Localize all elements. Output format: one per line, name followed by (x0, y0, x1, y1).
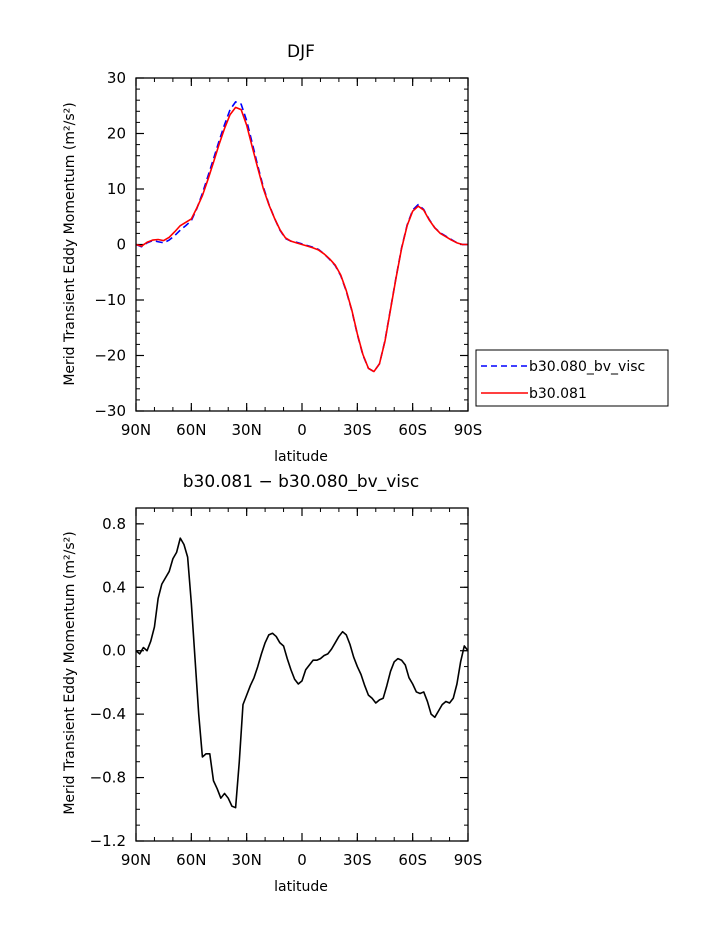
bottom-x-axis-label: latitude (274, 879, 328, 895)
y-tick-label: 0 (116, 236, 126, 254)
y-tick-label: −20 (94, 347, 126, 365)
series-line-b30-080-bv-visc (135, 101, 468, 373)
y-tick-label: 0.8 (102, 515, 126, 533)
top-chart-panel: DJF 90N 60N 30N 0 30S 60S 90S 30 20 10 0 −10 −20 −30… (62, 42, 669, 465)
y-tick-label: 0.4 (102, 578, 126, 596)
y-tick-label: −1.2 (90, 832, 126, 850)
x-tick-label: 30S (343, 421, 372, 439)
x-tick-label: 90S (454, 851, 483, 869)
legend: b30.080_bv_visc b30.081 (475, 349, 669, 407)
x-tick-label: 60N (176, 421, 206, 439)
y-tick-label: 10 (107, 180, 126, 198)
bottom-chart-title: b30.081 − b30.080_bv_visc (183, 472, 419, 492)
legend-label-b30-080: b30.080_bv_visc (529, 359, 645, 375)
x-tick-label: 0 (297, 421, 307, 439)
top-x-axis-label: latitude (274, 449, 328, 465)
x-tick-label: 60N (176, 851, 206, 869)
series-line-b30-081 (135, 106, 468, 373)
x-tick-label: 90N (121, 851, 151, 869)
x-tick-label: 0 (297, 851, 307, 869)
x-tick-label: 90S (454, 421, 483, 439)
y-tick-label: 30 (107, 69, 126, 87)
bottom-y-tick-labels: 0.8 0.4 0.0 −0.4 −0.8 −1.2 (90, 515, 126, 850)
y-tick-label: 0.0 (102, 642, 126, 660)
x-tick-label: 30S (343, 851, 372, 869)
bottom-series-lines (135, 537, 469, 809)
x-tick-label: 60S (398, 851, 427, 869)
legend-label-b30-081: b30.081 (529, 386, 587, 402)
x-tick-label: 30N (232, 851, 262, 869)
top-x-tick-labels: 90N 60N 30N 0 30S 60S 90S (121, 421, 482, 439)
top-y-axis-label: Merid Transient Eddy Momentum (m²/s²) (62, 102, 78, 385)
y-tick-label: 20 (107, 125, 126, 143)
y-tick-label: −30 (94, 402, 126, 420)
series-line-difference (135, 537, 469, 809)
top-chart-title: DJF (287, 42, 315, 62)
bottom-chart-panel: b30.081 − b30.080_bv_visc 90N 60N 30N 0 30S 6… (62, 472, 482, 895)
x-tick-label: 30N (232, 421, 262, 439)
top-y-tick-labels: 30 20 10 0 −10 −20 −30 (94, 69, 126, 420)
y-tick-label: −10 (94, 291, 126, 309)
x-tick-label: 60S (398, 421, 427, 439)
top-plot-frame (135, 77, 469, 412)
y-tick-label: −0.8 (90, 769, 126, 787)
legend-box (475, 349, 669, 407)
bottom-y-axis-label: Merid Transient Eddy Momentum (m²/s²) (62, 531, 78, 814)
bottom-x-tick-labels: 90N 60N 30N 0 30S 60S 90S (121, 851, 482, 869)
bottom-axis-ticks (135, 507, 469, 842)
y-tick-label: −0.4 (90, 705, 126, 723)
bottom-plot-frame (135, 507, 469, 842)
top-series-lines (135, 101, 468, 373)
x-tick-label: 90N (121, 421, 151, 439)
